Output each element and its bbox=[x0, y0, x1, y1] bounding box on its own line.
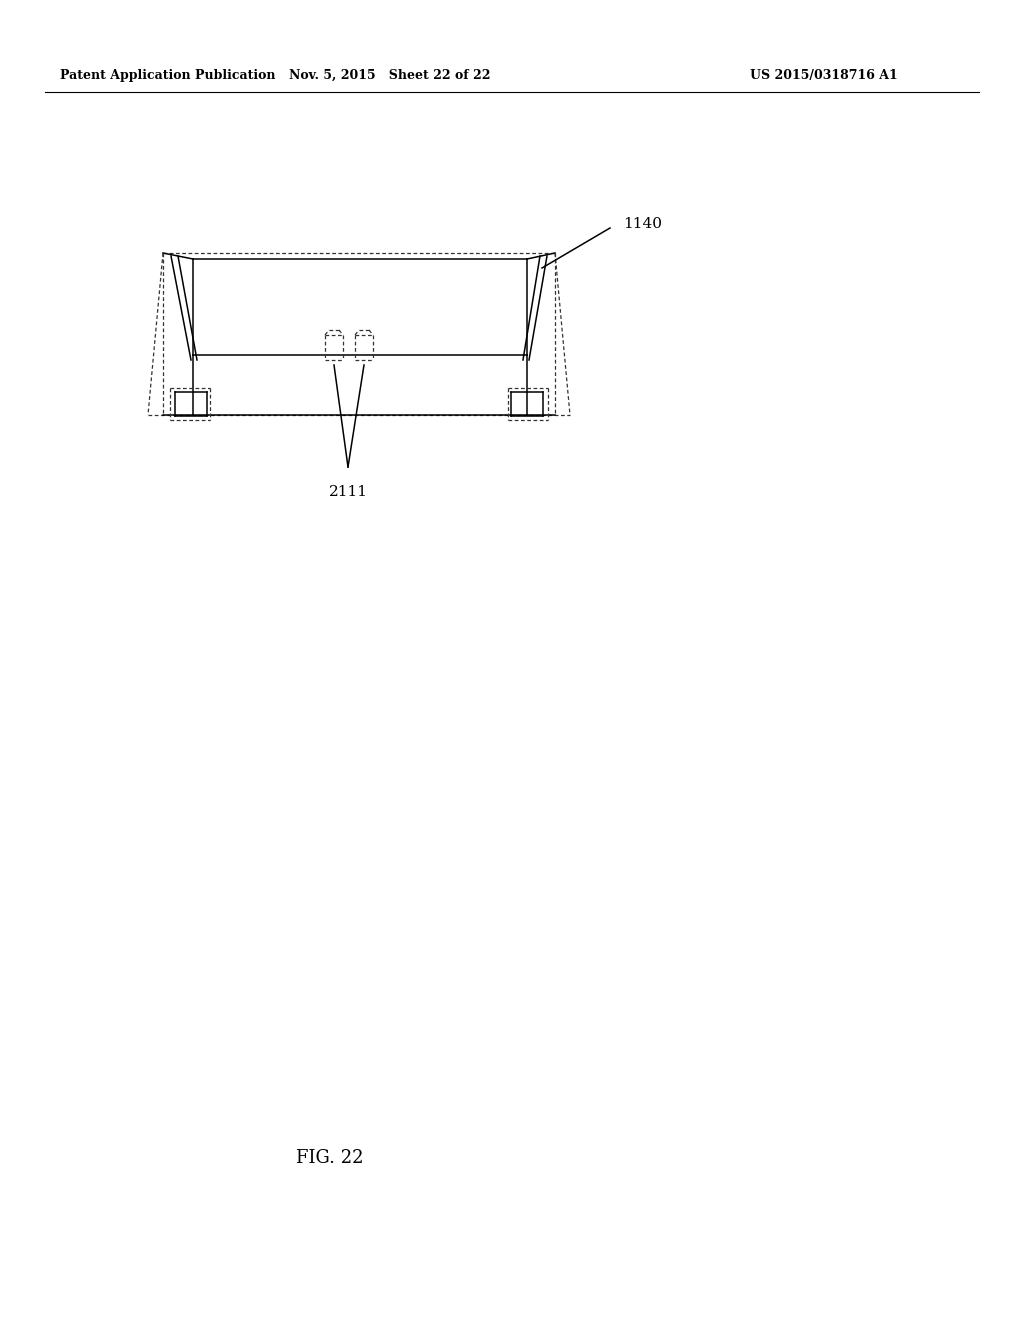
Text: Nov. 5, 2015   Sheet 22 of 22: Nov. 5, 2015 Sheet 22 of 22 bbox=[289, 69, 490, 82]
Text: 1140: 1140 bbox=[623, 216, 662, 231]
Text: FIG. 22: FIG. 22 bbox=[296, 1148, 364, 1167]
Text: US 2015/0318716 A1: US 2015/0318716 A1 bbox=[750, 69, 898, 82]
Text: 2111: 2111 bbox=[329, 484, 368, 499]
Text: Patent Application Publication: Patent Application Publication bbox=[60, 69, 275, 82]
